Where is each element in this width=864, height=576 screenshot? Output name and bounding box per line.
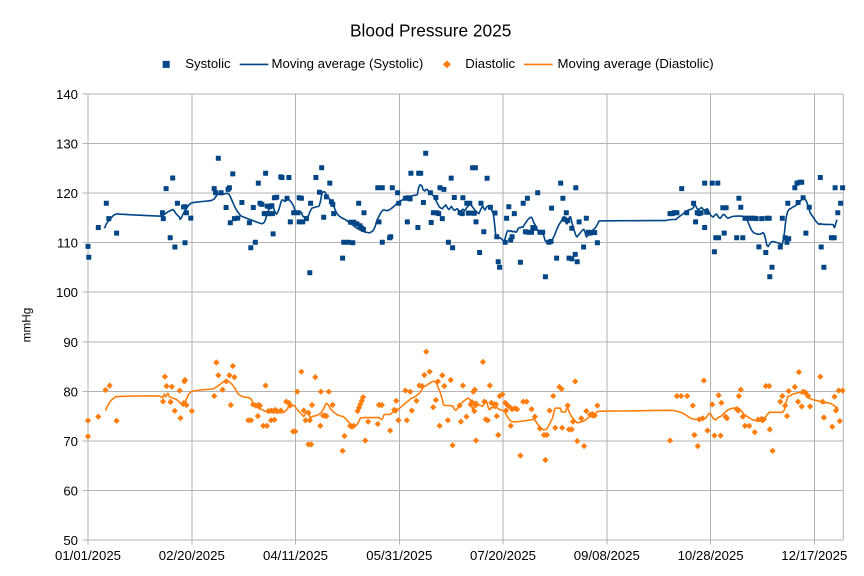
- svg-text:02/20/2025: 02/20/2025: [159, 548, 225, 563]
- svg-text:70: 70: [63, 434, 78, 449]
- svg-text:05/31/2025: 05/31/2025: [366, 548, 432, 563]
- svg-text:50: 50: [63, 533, 78, 548]
- svg-text:Moving average (Diastolic): Moving average (Diastolic): [558, 56, 714, 71]
- svg-text:09/08/2025: 09/08/2025: [574, 548, 640, 563]
- svg-text:Systolic: Systolic: [185, 56, 231, 71]
- svg-text:130: 130: [56, 137, 78, 152]
- svg-text:80: 80: [63, 384, 78, 399]
- svg-text:Moving average (Systolic): Moving average (Systolic): [272, 56, 424, 71]
- svg-text:120: 120: [56, 186, 78, 201]
- svg-text:Diastolic: Diastolic: [465, 56, 515, 71]
- svg-text:12/17/2025: 12/17/2025: [781, 548, 847, 563]
- svg-text:04/11/2025: 04/11/2025: [263, 548, 328, 563]
- svg-text:10/28/2025: 10/28/2025: [678, 548, 744, 563]
- svg-text:140: 140: [56, 87, 78, 102]
- svg-text:07/20/2025: 07/20/2025: [470, 548, 536, 563]
- svg-text:Blood Pressure 2025: Blood Pressure 2025: [350, 21, 511, 41]
- svg-text:100: 100: [56, 285, 78, 300]
- svg-text:110: 110: [57, 236, 78, 251]
- svg-text:01/01/2025: 01/01/2025: [55, 548, 121, 563]
- svg-text:90: 90: [63, 335, 78, 350]
- svg-text:mmHg: mmHg: [19, 308, 33, 343]
- svg-text:60: 60: [63, 483, 78, 498]
